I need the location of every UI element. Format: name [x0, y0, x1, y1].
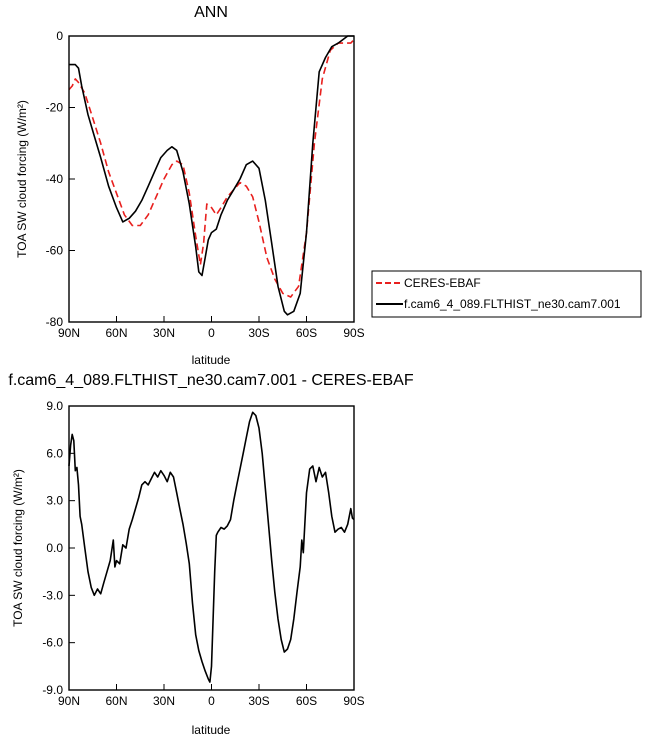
bottom-chart-ytick-label: 9.0	[46, 399, 63, 413]
top-chart-ticks: 90N 60N 30N 0 30S 60S 90S 0 -20 -40 -60 -80	[46, 29, 365, 340]
legend-box	[371, 270, 642, 318]
bottom-chart-xlabel: latitude	[192, 723, 231, 737]
top-chart-xtick-label: 90N	[58, 326, 80, 340]
top-chart-ytick-label: -60	[46, 244, 64, 258]
legend-label-ceres: CERES-EBAF	[404, 276, 481, 290]
legend-label-model: f.cam6_4_089.FLTHIST_ne30.cam7.001	[404, 297, 621, 311]
bottom-chart-ticks: 90N 60N 30N 0 30S 60S 90S 9.0 6.0 3.0 0.0 -3.0 -6.0 -…	[42, 399, 364, 708]
top-chart-xtick-label: 60N	[105, 326, 127, 340]
bottom-chart-xtick-label: 30N	[153, 694, 175, 708]
top-chart-ytick-label: -40	[46, 172, 64, 186]
top-chart-ytick-label: 0	[56, 29, 63, 43]
bottom-chart-lines	[68, 411, 355, 683]
bottom-chart-ytick-label: -6.0	[42, 636, 63, 650]
top-chart-xtick-label: 30N	[153, 326, 175, 340]
top-chart-xtick-label: 90S	[343, 326, 364, 340]
top-chart-title: ANN	[194, 4, 228, 21]
top-chart-xlabel: latitude	[192, 353, 231, 367]
bottom-chart-xtick-label: 90N	[58, 694, 80, 708]
bottom-chart-xtick-label: 60N	[105, 694, 127, 708]
bottom-chart-xtick-label: 30S	[248, 694, 269, 708]
bottom-chart-xtick-label: 90S	[343, 694, 364, 708]
top-chart-lines	[68, 35, 355, 316]
top-chart-series-line-0	[68, 39, 355, 298]
bottom-chart-title: f.cam6_4_089.FLTHIST_ne30.cam7.001 - CER…	[8, 372, 413, 389]
top-chart-xtick-label: 0	[208, 326, 215, 340]
top-chart-xtick-label: 60S	[296, 326, 317, 340]
bottom-chart-ytick-label: 6.0	[46, 446, 63, 460]
top-chart-series-line-1	[69, 35, 354, 316]
top-chart: ANN 90N 60N 30N 0 30S 60S 90S 0 -20 -40 -60 -80 lat…	[15, 4, 365, 367]
bottom-chart-xtick-label: 0	[208, 694, 215, 708]
top-chart-ylabel: TOA SW cloud forcing (W/m²)	[15, 100, 29, 258]
bottom-chart-xtick-label: 60S	[296, 694, 317, 708]
top-chart-ytick-label: -20	[46, 101, 64, 115]
top-chart-xtick-label: 30S	[248, 326, 269, 340]
legend: CERES-EBAF f.cam6_4_089.FLTHIST_ne30.cam…	[371, 270, 642, 318]
bottom-chart-ytick-label: -3.0	[42, 588, 63, 602]
top-chart-ytick-label: -80	[46, 315, 64, 329]
bottom-chart-ytick-label: -9.0	[42, 683, 63, 697]
bottom-chart: f.cam6_4_089.FLTHIST_ne30.cam7.001 - CER…	[8, 372, 413, 737]
bottom-chart-series-line-0	[68, 411, 355, 683]
bottom-chart-ylabel: TOA SW cloud forcing (W/m²)	[11, 469, 25, 627]
bottom-chart-ytick-label: 3.0	[46, 494, 63, 508]
bottom-chart-ytick-label: 0.0	[46, 541, 63, 555]
